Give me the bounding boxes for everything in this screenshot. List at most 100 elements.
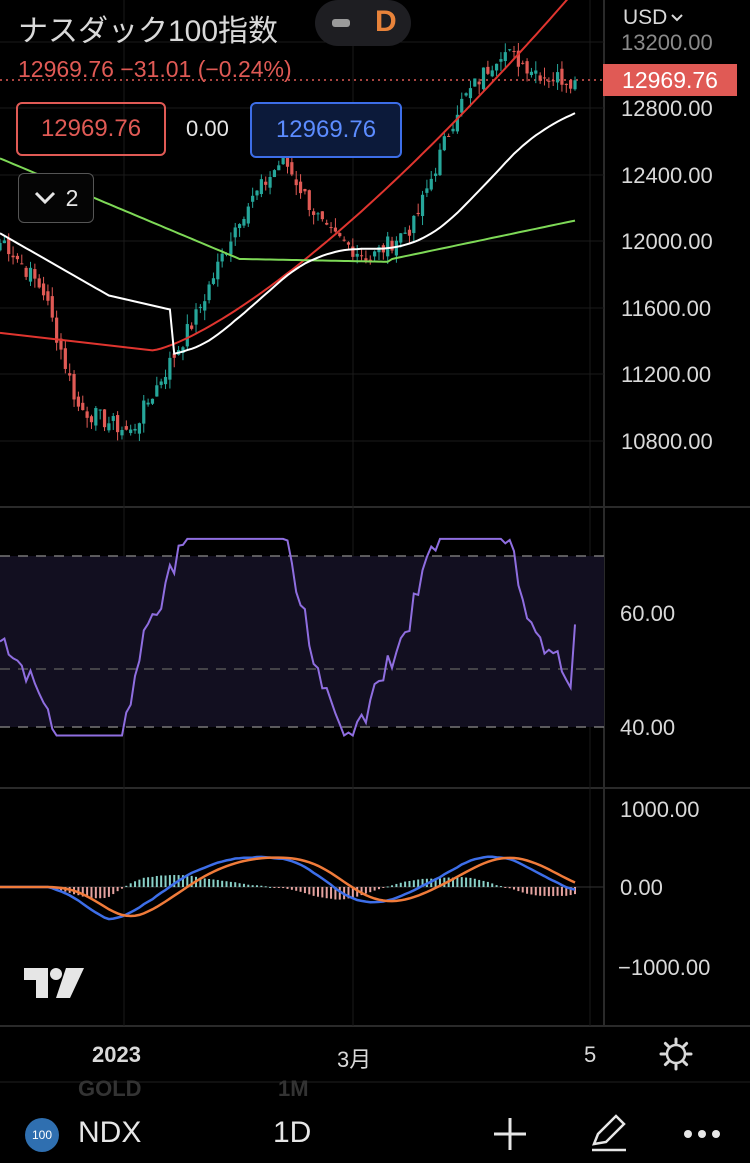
macd-histogram-bar xyxy=(486,881,489,887)
indicator-count: 2 xyxy=(65,184,79,211)
chevron-down-icon xyxy=(671,14,684,22)
macd-histogram-bar xyxy=(491,883,494,887)
candle-body xyxy=(251,195,255,202)
candle-body xyxy=(368,259,372,261)
candle-body xyxy=(303,188,307,192)
macd-histogram-bar xyxy=(364,887,367,894)
candle-body xyxy=(163,376,168,385)
macd-histogram-bar xyxy=(199,877,202,887)
candle-body xyxy=(403,232,407,234)
timeframe-pill[interactable] xyxy=(315,0,411,46)
macd-histogram-bar xyxy=(155,875,158,887)
candle-body xyxy=(525,61,529,74)
candle-body xyxy=(72,373,76,400)
macd-histogram-bar xyxy=(539,887,542,896)
interval-button[interactable]: 1D xyxy=(273,1116,312,1149)
macd-histogram-bar xyxy=(377,887,380,890)
candle-body xyxy=(150,398,155,404)
macd-histogram-bar xyxy=(547,887,550,897)
candle-body xyxy=(473,78,477,87)
more-dots-icon[interactable] xyxy=(682,1124,722,1144)
indicator-collapse-button[interactable]: 2 xyxy=(18,173,94,223)
macd-histogram-bar xyxy=(325,887,328,899)
candle-body xyxy=(28,267,33,282)
candle-body xyxy=(198,306,202,308)
macd-histogram-bar xyxy=(316,887,319,897)
candle-body xyxy=(312,211,316,215)
price-label: 12400.00 xyxy=(621,163,713,188)
candle-body xyxy=(133,428,137,431)
macd-histogram-bar xyxy=(256,885,259,887)
candle-body xyxy=(307,190,311,210)
candle-body xyxy=(386,236,390,257)
pencil-icon[interactable] xyxy=(586,1110,630,1154)
macd-histogram-bar xyxy=(134,881,137,887)
macd-histogram-bar xyxy=(225,881,228,887)
buy-price-box[interactable]: 12969.76 xyxy=(250,102,402,158)
candle-body xyxy=(120,430,124,436)
candle-body xyxy=(499,59,503,62)
time-label: 2023 xyxy=(92,1042,141,1067)
candle-body xyxy=(50,296,54,318)
time-label: 5 xyxy=(584,1042,597,1067)
candle-body xyxy=(111,416,115,421)
macd-histogram-bar xyxy=(107,887,110,897)
candle-body xyxy=(346,242,351,245)
macd-histogram-bar xyxy=(269,886,272,888)
macd-histogram-bar xyxy=(273,887,276,888)
candle-body xyxy=(573,80,577,90)
symbol-badge[interactable]: 100 xyxy=(25,1118,59,1152)
candle-body xyxy=(534,70,538,74)
macd-histogram-bar xyxy=(86,887,89,898)
candle-body xyxy=(155,385,159,397)
candle-body xyxy=(76,396,81,407)
candle-body xyxy=(98,409,102,411)
ma-green-line xyxy=(0,157,576,263)
candle-body xyxy=(281,152,285,165)
macd-histogram-bar xyxy=(103,887,106,898)
macd-histogram-bar xyxy=(164,875,167,887)
macd-histogram-bar xyxy=(312,887,315,896)
candle-body xyxy=(451,128,455,132)
macd-histogram-bar xyxy=(565,887,568,896)
candle-body xyxy=(503,52,507,62)
candle-body xyxy=(569,80,573,89)
macd-histogram-bar xyxy=(469,877,472,887)
candle-body xyxy=(468,88,473,99)
price-label: 12000.00 xyxy=(621,229,713,254)
macd-histogram-bar xyxy=(473,878,476,887)
candle-body xyxy=(477,81,481,85)
candle-body xyxy=(233,227,237,238)
candle-body xyxy=(116,415,120,433)
candle-body xyxy=(272,170,277,178)
candle-body xyxy=(399,233,403,243)
candle-body xyxy=(15,255,20,260)
candle-body xyxy=(168,357,172,380)
candle-body xyxy=(342,239,346,241)
macd-histogram-bar xyxy=(434,878,437,887)
macd-histogram-bar xyxy=(408,880,411,887)
rsi-line xyxy=(0,537,576,738)
sell-price-box[interactable]: 12969.76 xyxy=(16,102,166,156)
macd-histogram-bar xyxy=(452,877,455,887)
macd-histogram-bar xyxy=(90,887,93,899)
price-label: 10800.00 xyxy=(621,429,713,454)
plus-icon[interactable] xyxy=(490,1114,530,1154)
minus-icon[interactable] xyxy=(332,19,350,27)
symbol-button[interactable]: NDX xyxy=(78,1116,142,1149)
candle-body xyxy=(538,75,542,81)
candle-body xyxy=(434,173,438,176)
macd-histogram-bar xyxy=(482,880,485,887)
macd-histogram-bar xyxy=(116,887,119,892)
macd-histogram-bar xyxy=(556,887,559,896)
gear-icon[interactable] xyxy=(658,1036,694,1072)
macd-histogram-bar xyxy=(412,880,415,887)
macd-histogram-bar xyxy=(526,887,529,894)
timeframe-badge[interactable]: D xyxy=(375,5,397,38)
currency-selector[interactable]: USD xyxy=(623,6,684,30)
ghost-label: 1M xyxy=(278,1076,309,1101)
macd-histogram-bar xyxy=(438,878,441,887)
tradingview-logo-icon xyxy=(24,968,84,998)
macd-histogram-bar xyxy=(456,877,459,887)
